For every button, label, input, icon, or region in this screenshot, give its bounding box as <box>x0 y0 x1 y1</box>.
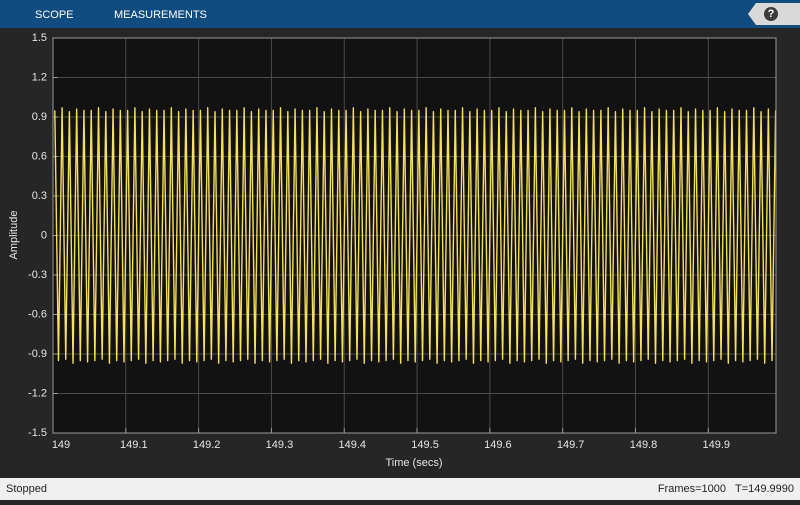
x-tick-label: 149.4 <box>338 439 366 451</box>
y-tick-label: -0.9 <box>28 348 47 360</box>
y-tick-label: 0.3 <box>32 190 47 202</box>
x-tick-label: 149.8 <box>630 439 658 451</box>
y-tick-label: -1.2 <box>28 387 47 399</box>
signal-line <box>54 107 777 364</box>
y-tick-label: 0.6 <box>32 150 47 162</box>
y-tick-label: -0.6 <box>28 308 47 320</box>
status-state: Stopped <box>6 483 47 495</box>
x-tick-label: 149.5 <box>411 439 439 451</box>
x-tick-label: 149.3 <box>266 439 294 451</box>
x-tick-label: 149.7 <box>557 439 585 451</box>
y-tick-label: 1.2 <box>32 71 47 83</box>
help-button[interactable] <box>764 7 778 21</box>
x-tick-label: 149.6 <box>484 439 512 451</box>
tab-measurements[interactable]: MEASUREMENTS <box>114 9 207 21</box>
x-tick-label: 149.1 <box>120 439 148 451</box>
x-tick-label: 149.2 <box>193 439 221 451</box>
status-frames: Frames=1000 <box>658 483 726 495</box>
y-tick-label: 1.5 <box>32 32 47 44</box>
y-tick-label: -0.3 <box>28 269 47 281</box>
y-tick-label: -1.5 <box>28 427 47 439</box>
status-bar <box>0 478 800 500</box>
toolbar <box>0 0 800 28</box>
tab-scope[interactable]: SCOPE <box>35 9 74 21</box>
y-axis-label: Amplitude <box>8 211 20 260</box>
plot <box>54 107 777 364</box>
y-tick-label: 0.9 <box>32 111 47 123</box>
help-icon: ? <box>768 8 775 20</box>
x-tick-label: 149 <box>52 439 70 451</box>
x-tick-label: 149.9 <box>703 439 731 451</box>
y-tick-label: 0 <box>41 229 47 241</box>
plot-border <box>52 37 777 434</box>
x-axis-label: Time (secs) <box>385 457 442 469</box>
status-time: T=149.9990 <box>735 483 794 495</box>
